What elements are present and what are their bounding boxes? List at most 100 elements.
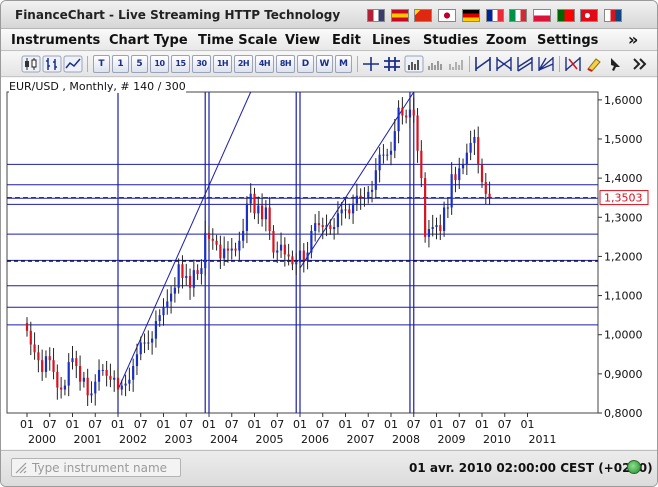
chart-panel[interactable]: 1,6000 1,5000 1,4000 1,3000 1,2000 1,1000 1,00… [1,78,657,449]
candle-body [465,152,468,165]
cycle-lines-icon[interactable] [563,55,583,73]
instrument-search-input[interactable] [11,458,181,477]
fibonacci-icon[interactable] [494,55,514,73]
candle-body [75,358,78,367]
menu-edit[interactable]: Edit [332,33,361,48]
candle-body [314,223,317,231]
candle-body [94,381,97,394]
candle-body [166,301,169,308]
menu-time-scale[interactable]: Time Scale [198,33,278,48]
candle-body [355,195,358,204]
timescale-month-button[interactable]: M [335,55,352,73]
more-icon[interactable] [629,55,649,73]
candle-body [488,193,491,198]
flag-united-states-icon[interactable] [367,9,385,22]
y-tick-label: 1,2000 [604,250,643,263]
flag-italy-icon[interactable] [509,9,528,22]
grid-icon[interactable] [382,55,402,73]
flag-czech-republic-icon[interactable] [604,9,622,22]
flag-poland-icon[interactable] [532,9,551,22]
candle-body [393,131,396,151]
flag-portugal-icon[interactable] [556,9,575,22]
x-tick-label: 07 [134,418,148,431]
flag-china-icon[interactable] [414,9,433,22]
erase-icon[interactable] [584,55,604,73]
crosshair-icon[interactable] [361,55,381,73]
menu-chart-type[interactable]: Chart Type [109,33,188,48]
candle-body [283,244,286,255]
candle-body [71,358,74,363]
menu-instruments[interactable]: Instruments [11,33,101,48]
timescale-15min-button[interactable]: 15 [171,55,190,73]
timescale-5min-button[interactable]: 5 [131,55,148,73]
x-tick-label: 01 [157,418,171,431]
menu-studies[interactable]: Studies [423,33,479,48]
candle-body [215,240,218,245]
candle-body [351,203,355,214]
flag-spain-icon[interactable] [390,9,409,22]
candle-body [63,385,67,390]
candle-body [48,356,51,361]
timescale-tick-button[interactable]: T [93,55,110,73]
flag-france-icon[interactable] [485,9,504,22]
candle-body [291,256,294,265]
timescale-4h-button[interactable]: 4H [255,55,274,73]
x-tick-label: 01 [475,418,489,431]
menu-overflow-button[interactable]: » [628,30,639,49]
channel-icon[interactable] [515,55,535,73]
timescale-30min-button[interactable]: 30 [192,55,211,73]
candle-body [450,174,453,208]
line-chart-icon[interactable] [63,55,83,73]
candle-body [230,248,233,251]
menu-lines[interactable]: Lines [372,33,411,48]
cursor-icon[interactable] [605,55,625,73]
timescale-10min-button[interactable]: 10 [150,55,169,73]
menu-zoom[interactable]: Zoom [486,33,527,48]
bar-chart-icon[interactable] [42,55,62,73]
bar-volume-icon[interactable] [404,55,424,73]
timescale-week-button[interactable]: W [316,55,333,73]
candle-body [257,205,260,214]
price-chart[interactable]: 1,6000 1,5000 1,4000 1,3000 1,2000 1,1000 1,00… [1,78,657,449]
timescale-2h-button[interactable]: 2H [234,55,253,73]
flag-turkey-icon[interactable] [580,9,599,22]
candle-body [295,262,298,265]
candle-body [97,369,101,382]
candle-body [151,338,154,343]
gann-icon[interactable] [536,55,556,73]
candle-body [196,270,199,275]
candle-body [329,225,332,230]
trendline-icon[interactable] [473,55,493,73]
volume-icon[interactable] [425,55,445,73]
x-tick-label: 01 [202,418,216,431]
candlestick-chart-icon[interactable] [21,55,41,73]
timescale-day-button[interactable]: D [297,55,314,73]
candle-body [169,293,173,302]
toolbar-separator [469,56,470,72]
status-bar: 01 avr. 2010 02:00:00 CEST (+0200) [1,450,657,486]
candle-body [109,375,112,380]
candle-body [185,275,188,278]
candle-body [333,227,336,230]
x-tick-label: 07 [407,418,421,431]
timescale-1h-button[interactable]: 1H [213,55,232,73]
candle-body [249,193,252,204]
x-tick-label: 01 [430,418,444,431]
menu-settings[interactable]: Settings [537,33,599,48]
candle-body [386,154,389,156]
flag-japan-icon[interactable] [438,9,457,22]
candle-body [90,393,93,396]
candle-body [279,244,283,251]
x-tick-label: 01 [384,418,398,431]
candle-body [382,154,385,156]
timescale-8h-button[interactable]: 8H [276,55,295,73]
timescale-1min-button[interactable]: 1 [112,55,129,73]
candle-body [158,315,161,322]
x-year-label: 2011 [529,433,557,446]
flag-germany-icon[interactable] [461,9,480,22]
menu-view[interactable]: View [285,33,321,48]
x-tick-label: 01 [20,418,34,431]
volume-alt-icon[interactable] [446,55,466,73]
candle-body [446,207,449,209]
